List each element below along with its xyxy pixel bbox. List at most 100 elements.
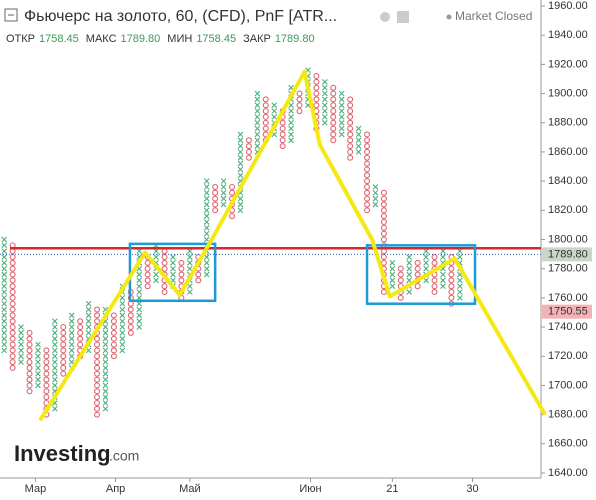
- o-box: [144, 271, 151, 278]
- x-box: [372, 184, 379, 190]
- x-box: [68, 341, 75, 348]
- o-box: [347, 154, 354, 161]
- o-box: [110, 347, 117, 354]
- x-box: [220, 189, 227, 196]
- o-box: [110, 353, 117, 360]
- o-box: [262, 113, 269, 120]
- o-box: [127, 306, 134, 313]
- pnf-column: [338, 90, 345, 138]
- o-box: [279, 125, 286, 132]
- o-box: [9, 283, 16, 290]
- x-tick-label: 21: [386, 483, 398, 495]
- o-box: [229, 189, 236, 196]
- x-box: [52, 382, 58, 389]
- x-box: [85, 318, 92, 325]
- o-box: [9, 329, 16, 336]
- x-box: [68, 312, 75, 319]
- x-box: [254, 114, 261, 120]
- o-box: [94, 388, 101, 395]
- x-box: [102, 405, 109, 412]
- x-box: [338, 108, 345, 114]
- x-box: [203, 271, 210, 278]
- o-box: [26, 341, 33, 348]
- x-box: [237, 172, 244, 179]
- settings-icon[interactable]: [397, 11, 409, 23]
- x-box: [322, 102, 328, 109]
- x-box: [237, 154, 244, 161]
- o-box: [94, 335, 101, 342]
- o-box: [26, 329, 33, 336]
- o-box: [364, 131, 371, 138]
- pnf-column: [372, 184, 379, 208]
- o-box: [414, 259, 421, 266]
- pnf-column: [161, 248, 168, 296]
- x-box: [18, 330, 24, 336]
- o-box: [397, 277, 404, 284]
- o-box: [380, 224, 387, 231]
- x-box: [372, 195, 379, 202]
- o-box: [26, 353, 33, 360]
- o-box: [9, 265, 16, 272]
- x-box: [203, 207, 210, 214]
- o-box: [262, 119, 269, 126]
- o-box: [94, 364, 101, 371]
- x-box: [254, 90, 261, 97]
- o-box: [431, 259, 438, 266]
- x-box: [355, 131, 362, 138]
- o-box: [9, 359, 16, 366]
- o-box: [94, 370, 101, 377]
- o-box: [313, 78, 320, 85]
- o-box: [431, 254, 438, 261]
- o-box: [380, 230, 387, 237]
- x-box: [119, 295, 126, 301]
- o-box: [43, 370, 50, 377]
- x-box: [119, 318, 126, 325]
- x-box: [440, 283, 446, 290]
- o-box: [364, 189, 371, 196]
- o-box: [43, 394, 50, 401]
- x-box: [52, 330, 58, 336]
- x-box: [102, 347, 109, 354]
- o-box: [9, 259, 16, 266]
- o-box: [330, 90, 337, 97]
- o-box: [431, 283, 438, 290]
- x-box: [237, 195, 244, 202]
- o-box: [364, 160, 371, 167]
- x-box: [271, 102, 278, 109]
- x-box: [288, 125, 294, 132]
- eye-icon[interactable]: [380, 12, 390, 22]
- x-box: [1, 347, 8, 354]
- o-box: [347, 125, 354, 132]
- x-box: [406, 289, 413, 295]
- o-box: [279, 131, 286, 138]
- price-label: 1789.80: [548, 248, 588, 260]
- x-box: [102, 388, 109, 395]
- x-box: [136, 300, 143, 307]
- x-box: [237, 160, 244, 167]
- x-box: [68, 324, 75, 330]
- o-box: [229, 213, 236, 220]
- x-box: [457, 277, 463, 284]
- collapse-icon[interactable]: [4, 8, 18, 22]
- x-box: [406, 271, 413, 278]
- x-box: [1, 248, 8, 255]
- x-box: [102, 370, 109, 377]
- x-box: [203, 219, 210, 225]
- x-box: [35, 382, 41, 389]
- x-box: [35, 365, 41, 371]
- x-box: [170, 271, 176, 278]
- x-box: [187, 289, 193, 295]
- x-box: [52, 365, 58, 371]
- o-box: [330, 119, 337, 126]
- x-box: [203, 260, 210, 266]
- x-box: [203, 184, 210, 190]
- o-box: [94, 405, 101, 412]
- x-box: [68, 347, 75, 354]
- o-box: [94, 359, 101, 366]
- x-box: [119, 306, 126, 313]
- pnf-column: [60, 324, 67, 377]
- o-box: [178, 265, 185, 272]
- o-box: [77, 324, 84, 331]
- x-box: [85, 330, 92, 336]
- o-box: [26, 376, 33, 383]
